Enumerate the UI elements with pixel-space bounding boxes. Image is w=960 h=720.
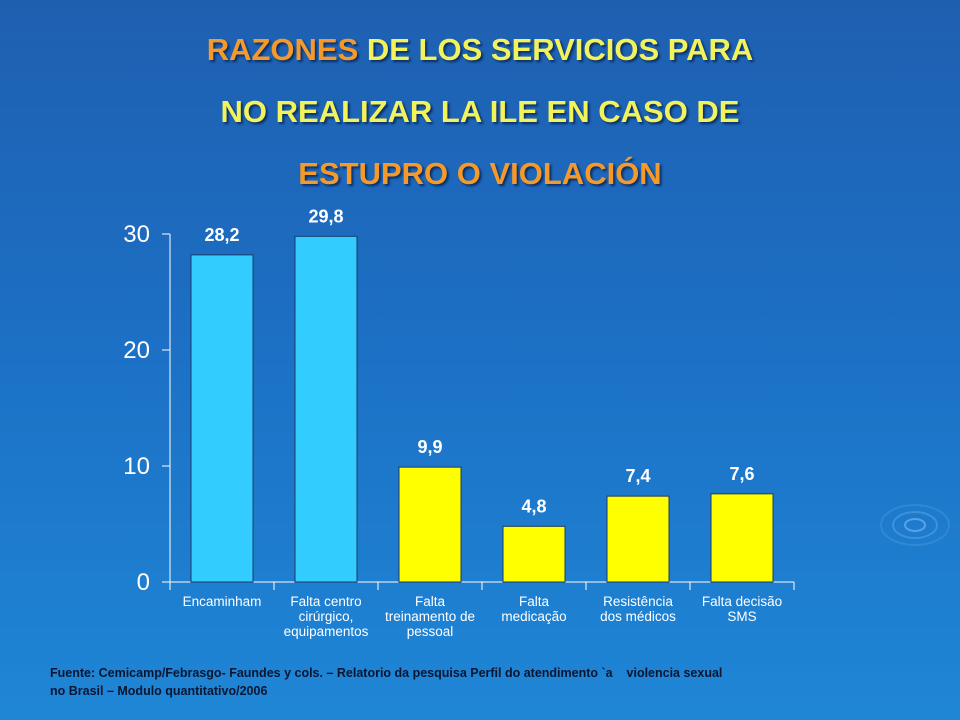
footnote-line-1: Fuente: Cemicamp/Febrasgo- Faundes y col…: [50, 666, 723, 680]
category-label-line: cirúrgico,: [299, 609, 354, 624]
category-label-line: medicação: [501, 609, 566, 624]
category-label-line: Falta: [415, 594, 446, 609]
chart-title-line-3: ESTUPRO O VIOLACIÓN: [298, 156, 662, 191]
title-highlight-word: RAZONES: [206, 32, 359, 67]
bar-2: [294, 235, 358, 583]
category-label-5: Resistência dos médicos: [600, 594, 676, 624]
category-label-line: Encaminham: [183, 594, 262, 609]
category-label-line: Falta: [519, 594, 550, 609]
category-label-line: Resistência: [603, 594, 673, 609]
category-label-4: Falta medicação: [501, 594, 566, 624]
chart-title-line-1: RAZONES DE LOS SERVICIOS PARA: [0, 34, 960, 65]
chart-title-line-2: NO REALIZAR LA ILE EN CASO DE: [220, 94, 740, 129]
data-label-2: 29,8: [308, 206, 343, 226]
title-line-1-rest: DE LOS SERVICIOS PARA: [358, 32, 754, 67]
bar-5: [606, 495, 670, 583]
source-footnote: Fuente: Cemicamp/Febrasgo- Faundes y col…: [50, 664, 930, 700]
data-label-5: 7,4: [625, 466, 650, 486]
category-label-1: Encaminham: [183, 594, 262, 609]
data-label-1: 28,2: [204, 225, 239, 245]
bar-1: [190, 254, 254, 583]
bar-6: [710, 493, 774, 583]
category-label-6: Falta decisão SMS: [702, 594, 782, 624]
category-label-line: SMS: [727, 609, 756, 624]
category-label-line: pessoal: [407, 624, 454, 639]
y-tick-label: 30: [123, 221, 150, 248]
bar-4: [502, 525, 566, 583]
data-label-6: 7,6: [729, 464, 754, 484]
y-tick-label: 10: [123, 453, 150, 480]
y-tick-label: 0: [137, 569, 150, 596]
bar-3: [398, 466, 462, 583]
category-label-2: Falta centro cirúrgico, equipamentos: [284, 594, 369, 639]
category-label-3: Falta treinamento de pessoal: [385, 594, 475, 639]
category-label-line: dos médicos: [600, 609, 676, 624]
data-label-3: 9,9: [417, 437, 442, 457]
category-label-line: treinamento de: [385, 609, 475, 624]
y-tick-label: 20: [123, 337, 150, 364]
category-label-line: equipamentos: [284, 624, 369, 639]
ripple-decoration-icon: [880, 504, 950, 546]
data-label-4: 4,8: [521, 496, 546, 516]
category-label-line: Falta centro: [290, 594, 361, 609]
category-label-line: Falta decisão: [702, 594, 782, 609]
footnote-line-2: no Brasil – Modulo quantitativo/2006: [50, 684, 268, 698]
